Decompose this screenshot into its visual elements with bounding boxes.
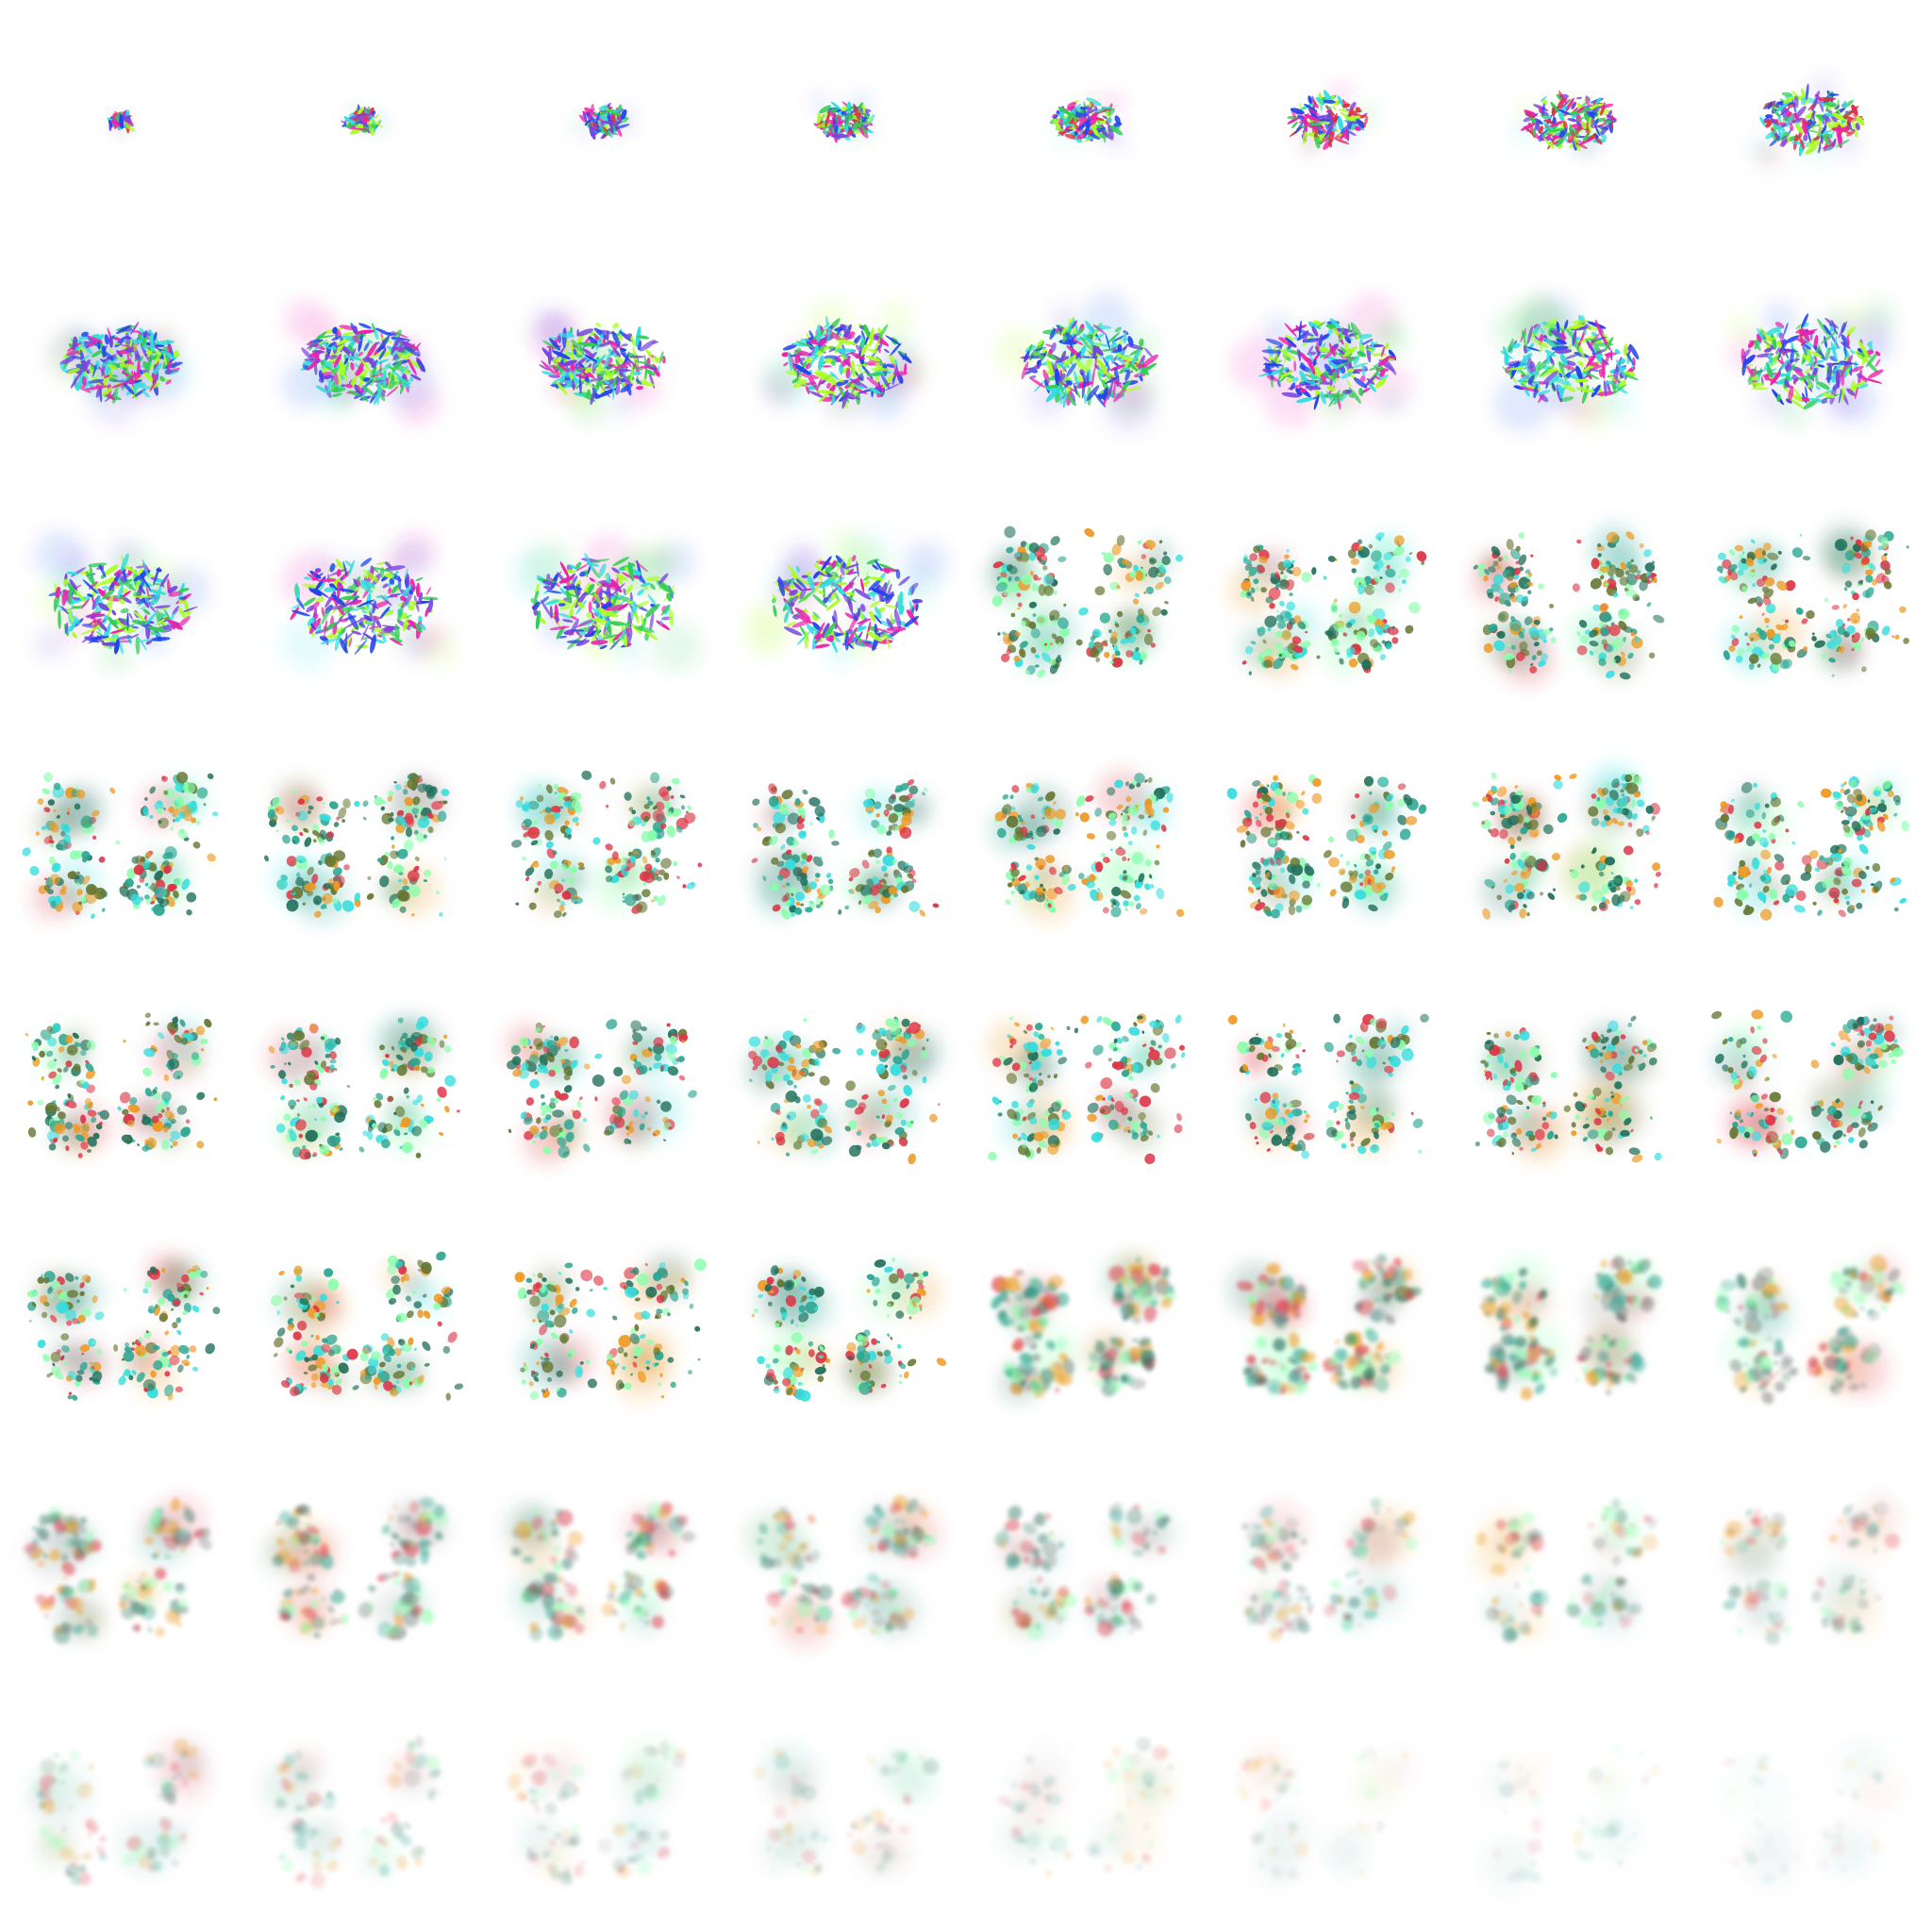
- particle: [212, 811, 218, 816]
- particle: [1585, 339, 1604, 341]
- halo-blob: [654, 541, 695, 583]
- particle: [1483, 575, 1488, 581]
- particle: [1625, 590, 1637, 597]
- particle: [86, 884, 97, 895]
- halo-blob: [1750, 137, 1777, 164]
- particle: [805, 631, 808, 649]
- halo-blob: [904, 541, 948, 586]
- particle: [589, 601, 592, 613]
- halo-blob: [35, 627, 68, 660]
- particle: [1092, 346, 1096, 358]
- particle: [600, 121, 613, 124]
- particle: [1330, 602, 1338, 612]
- particle: [831, 134, 847, 139]
- particle: [1580, 635, 1589, 643]
- particle: [1812, 362, 1814, 372]
- particle: [1504, 353, 1508, 365]
- halo-blob: [744, 614, 787, 657]
- particle: [1014, 576, 1020, 581]
- particle: [1762, 550, 1766, 556]
- particle: [416, 583, 420, 597]
- halo-blob: [650, 621, 701, 672]
- particle: [1591, 558, 1600, 569]
- particle: [1751, 387, 1768, 390]
- particle: [406, 574, 409, 587]
- particle: [1635, 638, 1641, 642]
- particle: [1748, 632, 1760, 641]
- particle: [1357, 631, 1366, 641]
- particle: [802, 575, 808, 578]
- particle: [1810, 332, 1813, 341]
- particle: [353, 326, 358, 334]
